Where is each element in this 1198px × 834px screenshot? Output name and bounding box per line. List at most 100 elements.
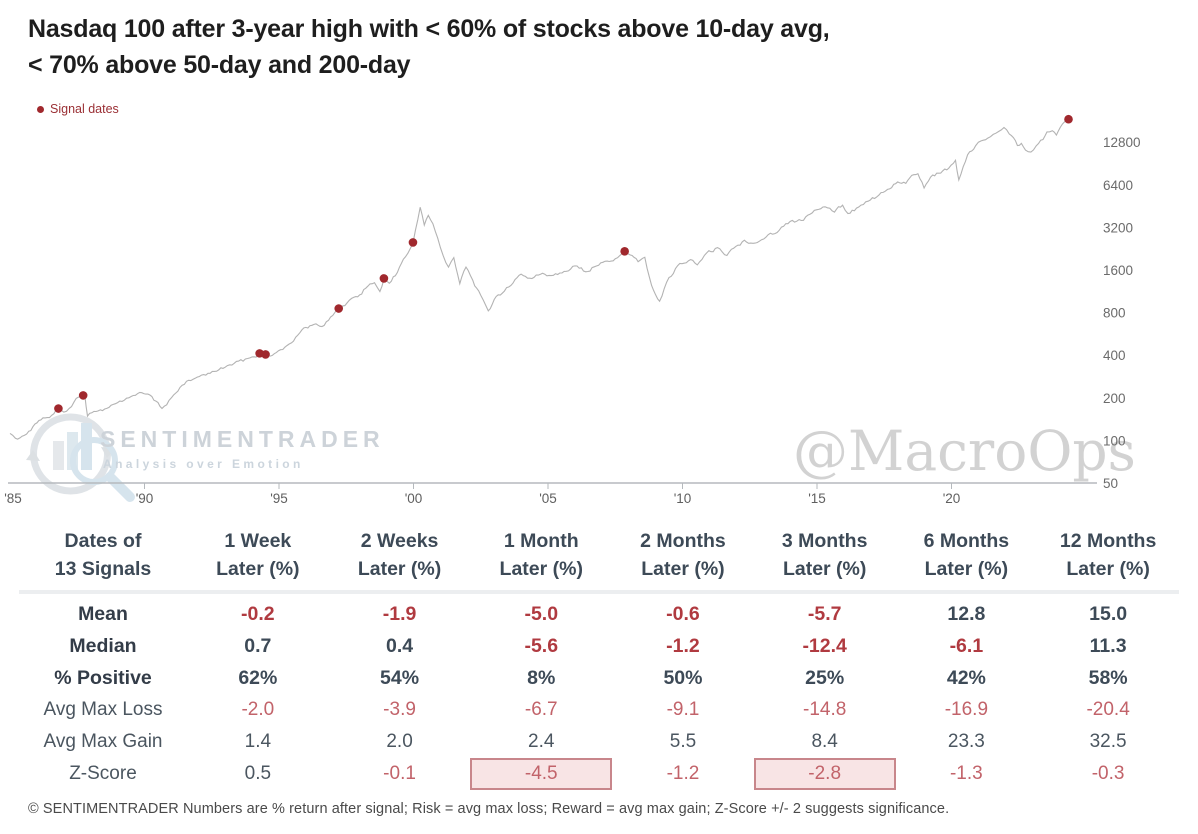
y-axis-tick-label: 400 bbox=[1103, 348, 1126, 363]
signal-date-marker bbox=[408, 238, 418, 247]
col-header-line1: 1 Month bbox=[503, 530, 579, 552]
chart-title-line1: Nasdaq 100 after 3-year high with < 60% … bbox=[28, 15, 830, 43]
signal-date-marker bbox=[620, 246, 629, 256]
col-header-line2: Later (%) bbox=[924, 557, 1009, 580]
x-axis-tick-label: '85 bbox=[4, 491, 22, 506]
col-header: 2 Weeks Later (%) bbox=[328, 522, 471, 594]
signal-date-marker bbox=[379, 274, 389, 283]
row-label: Mean bbox=[19, 590, 187, 631]
stat-value-cell: 12.8 bbox=[895, 590, 1038, 631]
nasdaq-price-line bbox=[9, 118, 1069, 440]
stat-value-cell: -2.0 bbox=[241, 699, 275, 721]
stat-value-cell: 5.5 bbox=[669, 731, 697, 753]
col-header: 1 Week Later (%) bbox=[187, 522, 329, 594]
stat-value-cell: -1.2 bbox=[666, 635, 700, 658]
col-header-signals: Dates of 13 Signals bbox=[19, 522, 187, 594]
stat-value-cell: -5.0 bbox=[470, 590, 613, 631]
col-header-line1: Dates of bbox=[64, 530, 142, 552]
stat-value-cell: -2.8 bbox=[753, 758, 896, 791]
y-axis-tick-label: 3200 bbox=[1103, 220, 1133, 235]
stat-value-cell: -14.8 bbox=[803, 699, 847, 721]
row-label: % Positive bbox=[54, 667, 152, 690]
row-label: Median bbox=[69, 635, 137, 658]
stat-value-cell: 0.4 bbox=[386, 635, 414, 658]
y-axis-tick-label: 6400 bbox=[1103, 178, 1133, 193]
table-row: % Positive 62% 54% 8% 50% 25% 42% 58% bbox=[19, 662, 1179, 694]
col-header-line2: 13 Signals bbox=[54, 557, 152, 580]
table-row: Avg Max Loss -2.0 -3.9 -6.7 -9.1 -14.8 -16.9 -2… bbox=[19, 694, 1179, 726]
col-header-line2: Later (%) bbox=[216, 557, 300, 580]
col-header: 6 Months Later (%) bbox=[895, 522, 1038, 594]
stat-value-cell: -0.3 bbox=[1091, 763, 1125, 785]
signal-stats-table: Dates of 13 Signals 1 Week Later (%) 2 Weeks… bbox=[19, 522, 1179, 791]
stat-value-cell: -6.1 bbox=[949, 635, 984, 658]
stat-value-cell: -0.6 bbox=[612, 590, 754, 631]
stat-value-cell: -20.4 bbox=[1086, 699, 1130, 721]
signal-date-marker bbox=[1064, 114, 1073, 124]
row-label: Z-Score bbox=[69, 763, 137, 785]
chart-title: Nasdaq 100 after 3-year high with < 60% … bbox=[28, 12, 830, 83]
row-label: Avg Max Loss bbox=[43, 699, 163, 721]
price-chart: Nasdaq 100 after 3-year high with < 60% … bbox=[4, 12, 1141, 506]
x-axis-tick-label: '95 bbox=[270, 491, 288, 506]
x-axis-tick-label: '10 bbox=[674, 491, 692, 506]
stat-value-cell: -9.1 bbox=[666, 699, 700, 721]
x-axis-tick-label: '20 bbox=[943, 491, 961, 506]
col-header: 1 Month Later (%) bbox=[470, 522, 613, 594]
stat-value-cell: -6.7 bbox=[524, 699, 558, 721]
x-axis-tick-label: '00 bbox=[405, 491, 423, 506]
macroops-watermark: @MacroOps bbox=[793, 419, 1136, 483]
x-axis-tick-label: '15 bbox=[808, 491, 826, 506]
signal-dates-legend: Signal dates bbox=[37, 102, 119, 116]
y-axis-tick-label: 200 bbox=[1103, 391, 1126, 406]
stat-value-cell: -1.2 bbox=[666, 763, 700, 785]
stat-value-cell: -5.6 bbox=[524, 635, 559, 658]
stat-value-cell: -16.9 bbox=[944, 699, 989, 721]
y-axis-tick-label: 12800 bbox=[1103, 135, 1141, 150]
footnote: © SENTIMENTRADER Numbers are % return af… bbox=[28, 801, 950, 818]
signal-date-marker bbox=[54, 404, 63, 413]
legend-label: Signal dates bbox=[50, 102, 119, 116]
table-row: Mean -0.2 -1.9 -5.0 -0.6 -5.7 12.8 15.0 bbox=[19, 590, 1179, 631]
col-header: 12 Months Later (%) bbox=[1037, 522, 1179, 594]
col-header: 3 Months Later (%) bbox=[753, 522, 896, 594]
col-header-line2: Later (%) bbox=[1066, 557, 1150, 580]
nasdaq-line-chart: SENTIMENTRADER Analysis over Emotion @Ma… bbox=[4, 114, 1141, 506]
stat-value-cell: 0.7 bbox=[244, 635, 272, 658]
signal-dot-icon bbox=[37, 105, 44, 113]
col-header-line1: 2 Weeks bbox=[360, 530, 439, 552]
header-row: Dates of 13 Signals 1 Week Later (%) 2 Weeks… bbox=[19, 522, 1179, 594]
col-header-line2: Later (%) bbox=[357, 557, 442, 580]
stat-value-cell: -0.1 bbox=[383, 763, 416, 785]
stat-value-cell: -1.3 bbox=[949, 763, 983, 785]
stat-value-cell: -12.4 bbox=[802, 635, 847, 658]
stat-value-cell: 11.3 bbox=[1089, 635, 1127, 658]
stat-value-cell: 23.3 bbox=[947, 731, 985, 753]
signal-date-marker bbox=[261, 350, 270, 359]
stat-value-cell: 58% bbox=[1088, 667, 1128, 690]
sentimentrader-logo-icon bbox=[26, 413, 135, 502]
stat-value-cell: 2.4 bbox=[528, 731, 555, 753]
chart-title-line2: < 70% above 50-day and 200-day bbox=[28, 50, 411, 79]
x-axis-tick-label: '05 bbox=[539, 491, 557, 506]
stat-value-cell: 1.4 bbox=[244, 731, 272, 753]
col-header-line1: 6 Months bbox=[923, 530, 1010, 552]
col-header-line1: 3 Months bbox=[781, 530, 868, 552]
stat-value-cell: 2.0 bbox=[386, 731, 413, 753]
table-row: Z-Score 0.5 -0.1 -4.5 -1.2 -2.8 -1.3 -0.3 bbox=[19, 758, 1179, 791]
stat-value-cell: 8.4 bbox=[811, 731, 838, 753]
table-row: Avg Max Gain 1.4 2.0 2.4 5.5 8.4 23.3 32.5 bbox=[19, 726, 1179, 758]
signal-date-marker bbox=[78, 391, 88, 400]
signal-date-marker bbox=[334, 304, 344, 313]
y-axis-tick-label: 50 bbox=[1103, 476, 1118, 491]
stat-value-cell: 25% bbox=[805, 667, 845, 690]
row-label: Avg Max Gain bbox=[43, 731, 163, 753]
y-axis-tick-label: 800 bbox=[1103, 306, 1126, 321]
y-axis-tick-label: 1600 bbox=[1103, 263, 1133, 278]
table-row: Median 0.7 0.4 -5.6 -1.2 -12.4 -6.1 11.3 bbox=[19, 630, 1179, 662]
stat-value-cell: 50% bbox=[663, 667, 703, 690]
x-axis-tick-label: '90 bbox=[136, 491, 154, 506]
stat-value-cell: 32.5 bbox=[1089, 731, 1127, 753]
stat-value-cell: 42% bbox=[946, 667, 986, 690]
